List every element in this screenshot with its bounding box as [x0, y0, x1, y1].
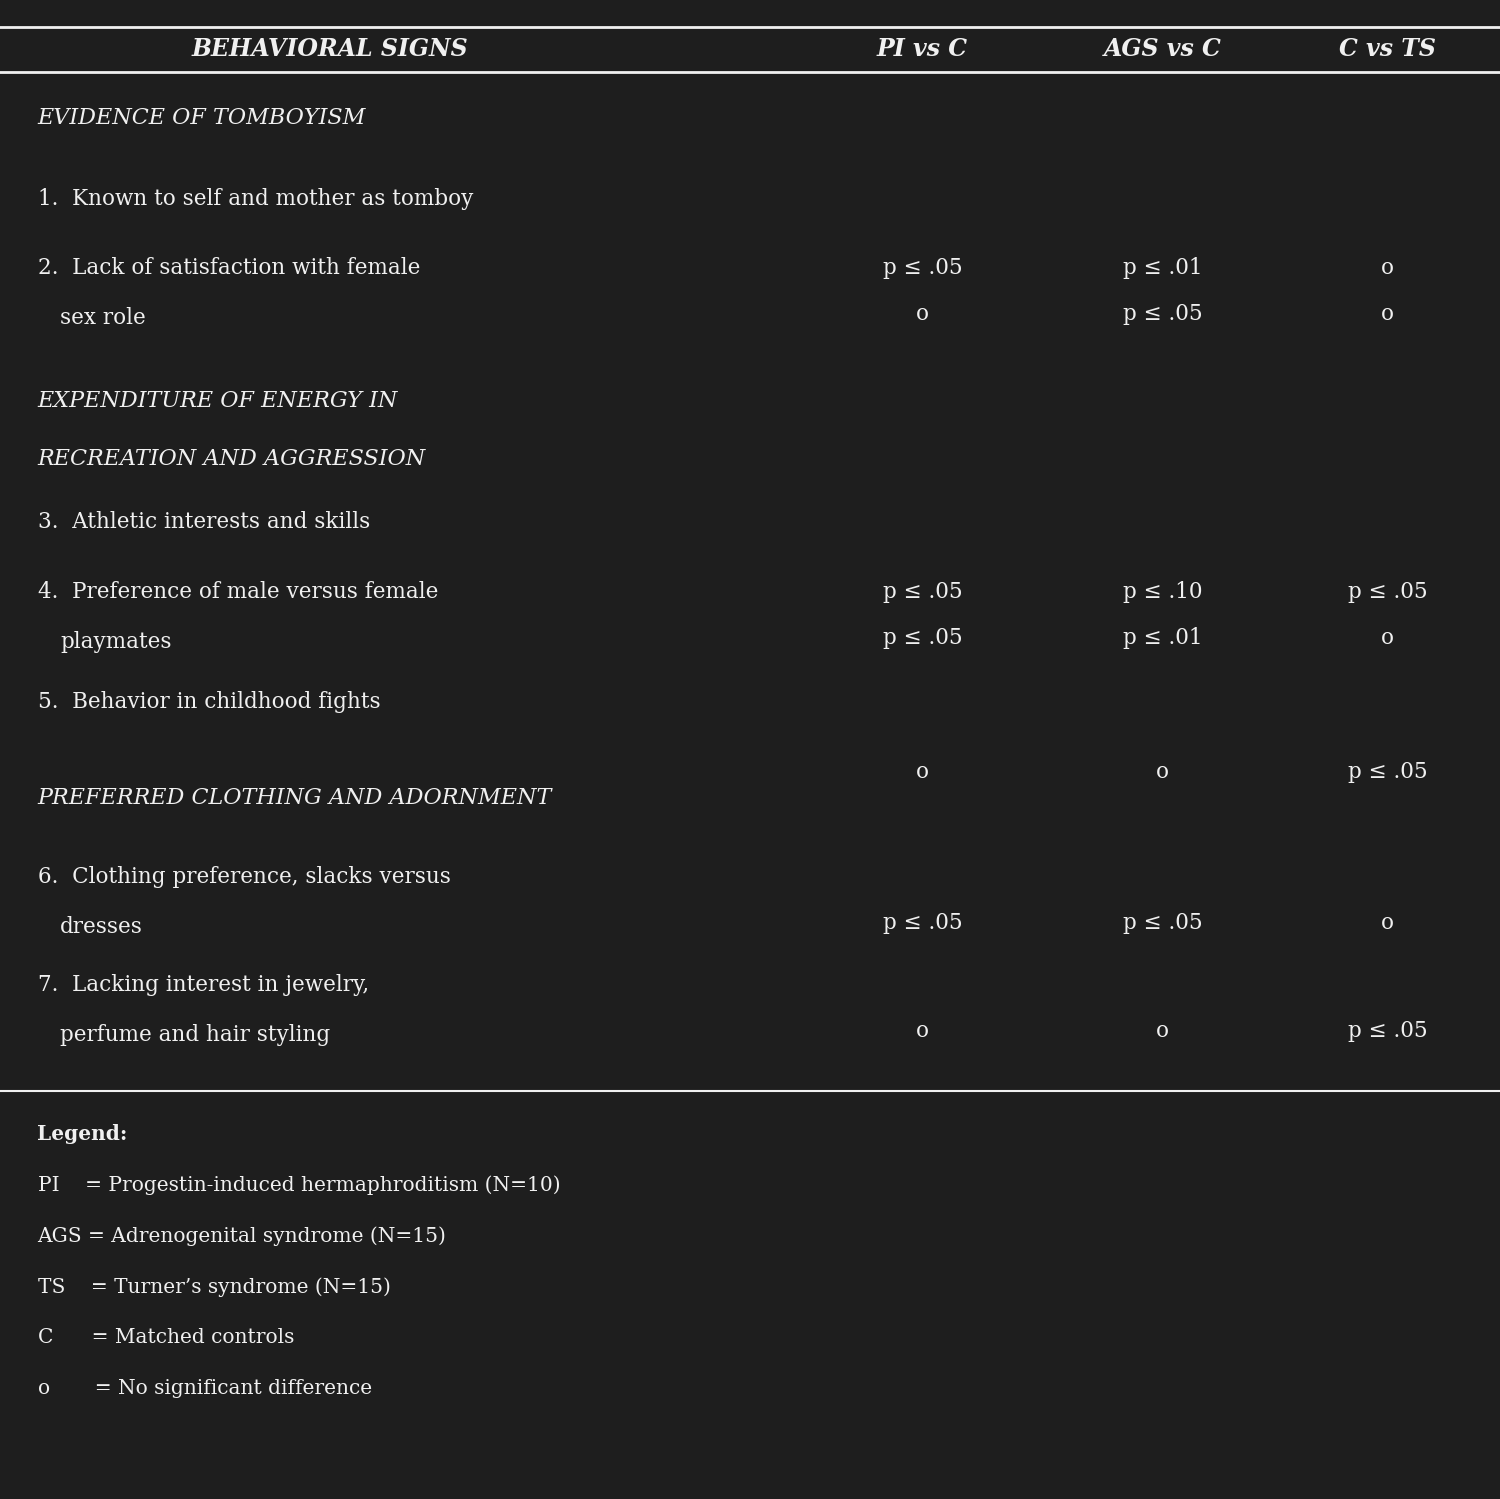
Text: p ≤ .05: p ≤ .05: [1347, 582, 1428, 603]
Text: EXPENDITURE OF ENERGY IN: EXPENDITURE OF ENERGY IN: [38, 390, 398, 412]
Text: 1.  Known to self and mother as tomboy: 1. Known to self and mother as tomboy: [38, 187, 472, 210]
Text: RECREATION AND AGGRESSION: RECREATION AND AGGRESSION: [38, 448, 426, 471]
Text: p ≤ .05: p ≤ .05: [882, 911, 963, 934]
Text: p ≤ .05: p ≤ .05: [882, 627, 963, 649]
Text: p ≤ .05: p ≤ .05: [1347, 761, 1428, 782]
Text: o: o: [1382, 911, 1394, 934]
Text: o: o: [1382, 627, 1394, 649]
Text: Legend:: Legend:: [38, 1124, 128, 1144]
Text: C      = Matched controls: C = Matched controls: [38, 1328, 294, 1348]
Text: p ≤ .05: p ≤ .05: [882, 258, 963, 279]
Text: o: o: [1156, 761, 1168, 782]
Text: o: o: [916, 761, 928, 782]
Text: PREFERRED CLOTHING AND ADORNMENT: PREFERRED CLOTHING AND ADORNMENT: [38, 787, 552, 809]
Text: 2.  Lack of satisfaction with female: 2. Lack of satisfaction with female: [38, 258, 420, 279]
Text: dresses: dresses: [60, 916, 142, 938]
Text: 6.  Clothing preference, slacks versus: 6. Clothing preference, slacks versus: [38, 866, 450, 887]
Text: perfume and hair styling: perfume and hair styling: [60, 1024, 330, 1046]
Text: p ≤ .10: p ≤ .10: [1122, 582, 1203, 603]
Text: p ≤ .05: p ≤ .05: [1122, 911, 1203, 934]
Text: o       = No significant difference: o = No significant difference: [38, 1379, 372, 1399]
Text: PI    = Progestin-induced hermaphroditism (N=10): PI = Progestin-induced hermaphroditism (…: [38, 1175, 560, 1195]
Text: o: o: [916, 303, 928, 325]
Text: p ≤ .05: p ≤ .05: [882, 582, 963, 603]
Text: 4.  Preference of male versus female: 4. Preference of male versus female: [38, 582, 438, 603]
Text: 7.  Lacking interest in jewelry,: 7. Lacking interest in jewelry,: [38, 974, 369, 995]
Text: BEHAVIORAL SIGNS: BEHAVIORAL SIGNS: [192, 37, 468, 61]
Text: PI vs C: PI vs C: [878, 37, 968, 61]
Text: sex role: sex role: [60, 307, 146, 330]
Text: o: o: [1382, 258, 1394, 279]
Text: p ≤ .05: p ≤ .05: [1347, 1019, 1428, 1042]
Text: TS    = Turner’s syndrome (N=15): TS = Turner’s syndrome (N=15): [38, 1277, 390, 1297]
Text: p ≤ .01: p ≤ .01: [1122, 258, 1203, 279]
Text: AGS vs C: AGS vs C: [1104, 37, 1221, 61]
Text: o: o: [1382, 303, 1394, 325]
Text: 3.  Athletic interests and skills: 3. Athletic interests and skills: [38, 511, 369, 534]
Text: o: o: [916, 1019, 928, 1042]
Text: EVIDENCE OF TOMBOYISM: EVIDENCE OF TOMBOYISM: [38, 106, 366, 129]
Text: AGS = Adrenogenital syndrome (N=15): AGS = Adrenogenital syndrome (N=15): [38, 1226, 447, 1246]
Text: o: o: [1156, 1019, 1168, 1042]
Text: C vs TS: C vs TS: [1340, 37, 1436, 61]
Text: 5.  Behavior in childhood fights: 5. Behavior in childhood fights: [38, 691, 380, 714]
Text: p ≤ .01: p ≤ .01: [1122, 627, 1203, 649]
Text: p ≤ .05: p ≤ .05: [1122, 303, 1203, 325]
Text: playmates: playmates: [60, 631, 171, 654]
